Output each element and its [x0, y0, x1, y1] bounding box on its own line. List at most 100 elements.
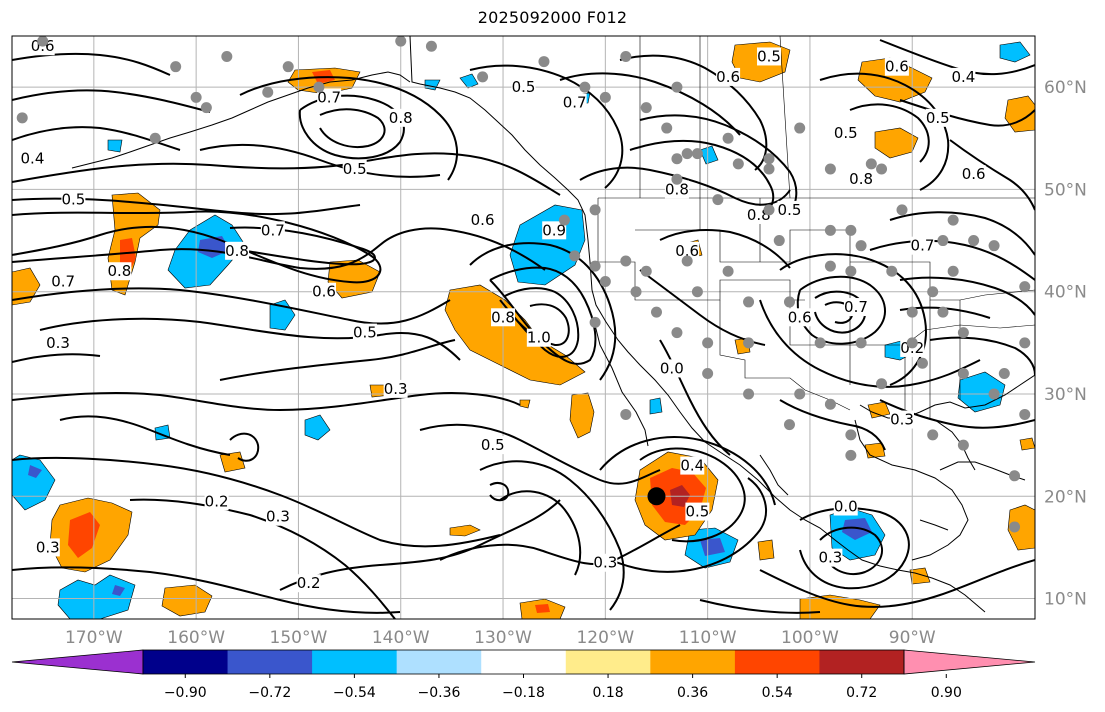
colorbar-label-6: 0.36: [677, 685, 708, 701]
station-point: [824, 163, 836, 175]
colorbar-segment-4: [396, 650, 482, 674]
station-point: [640, 265, 652, 277]
station-point: [37, 36, 49, 47]
contour-label-text: 0.4: [21, 150, 45, 168]
station-point: [865, 158, 877, 170]
station-point: [1009, 470, 1021, 482]
contour-label-text: 0.5: [757, 47, 781, 65]
contour-label-text: 0.6: [716, 68, 740, 86]
contour-label-text: 0.7: [317, 88, 341, 106]
contour-label-text: 0.7: [261, 221, 285, 239]
colorbar-segment-1: [143, 650, 229, 674]
contour-label-bg: [317, 88, 342, 107]
station-point: [916, 357, 928, 369]
station-point: [743, 296, 755, 308]
station-point: [589, 204, 601, 216]
contour-label-bg: [526, 328, 551, 347]
station-point: [855, 240, 867, 252]
contour-label-bg: [491, 308, 516, 327]
lon-tick-label-3: 140°W: [372, 628, 430, 648]
contour-label-45: 0.3: [265, 507, 290, 526]
station-point: [1019, 337, 1031, 349]
latitude-tick-labels: 60°N 50°N 40°N 30°N 20°N 10°N: [1044, 78, 1087, 609]
colorbar-segment-3: [312, 650, 398, 674]
station-point: [477, 71, 489, 83]
contour-label-bg: [659, 359, 684, 378]
station-point: [712, 194, 724, 206]
station-point: [824, 224, 836, 236]
station-point: [824, 398, 836, 410]
contour-label-46: 0.2: [296, 574, 321, 593]
contour-label-bg: [675, 241, 700, 260]
contour-label-text: 0.3: [266, 508, 290, 526]
station-point: [783, 419, 795, 431]
contour-label-text: 0.5: [512, 78, 536, 96]
station-point: [1019, 408, 1031, 420]
colorbar-segment-9: [819, 650, 905, 674]
coastlines: [71, 36, 1035, 613]
station-point: [579, 81, 591, 93]
contour-label-bg: [593, 553, 618, 572]
contour-label-35: 0.7: [843, 298, 868, 317]
contour-label-38: 0.5: [480, 436, 505, 455]
station-point: [783, 296, 795, 308]
contour-label-bg: [925, 108, 950, 127]
contour-label-text: 0.3: [593, 554, 617, 572]
contour-label-10: 0.3: [383, 379, 408, 398]
contour-label-text: 0.3: [818, 549, 842, 567]
contour-label-30: 0.9: [542, 221, 567, 240]
contour-label-text: 0.5: [343, 160, 367, 178]
contour-label-16: 0.7: [562, 93, 587, 112]
contour-label-3: 0.7: [51, 272, 76, 291]
station-point: [927, 286, 939, 298]
map-frame: [11, 35, 1036, 620]
contour-label-21: 0.6: [675, 241, 700, 260]
station-point: [650, 306, 662, 318]
station-point: [16, 112, 28, 124]
station-point: [937, 306, 949, 318]
station-point: [845, 449, 857, 461]
station-point: [957, 368, 969, 380]
contour-label-text: 0.6: [675, 242, 699, 260]
contour-label-text: 0.8: [665, 180, 689, 198]
contour-label-text: 0.8: [107, 262, 131, 280]
lon-tick-label-7: 100°W: [781, 628, 839, 648]
station-point: [262, 86, 274, 98]
station-point: [671, 173, 683, 185]
contour-label-bg: [296, 574, 321, 593]
station-point: [558, 214, 570, 226]
station-point: [845, 224, 857, 236]
contour-label-text: 0.5: [353, 324, 377, 342]
station-point: [743, 388, 755, 400]
colorbar-label-0: −0.90: [164, 685, 207, 701]
station-point: [661, 122, 673, 134]
contour-label-bg: [480, 436, 505, 455]
station-point: [794, 122, 806, 134]
contour-label-13: 0.5: [342, 159, 367, 178]
station-point: [927, 429, 939, 441]
station-point: [190, 91, 202, 103]
contour-label-bg: [51, 272, 76, 291]
contour-label-text: 0.3: [890, 411, 914, 429]
station-points: [16, 36, 1031, 533]
contour-label-text: 0.8: [225, 242, 249, 260]
contour-label-text: 0.7: [844, 298, 868, 316]
colorbar-extend-low: [11, 649, 144, 675]
contour-label-bg: [61, 190, 86, 209]
contour-label-5: 0.3: [46, 333, 71, 352]
contour-label-bg: [388, 108, 413, 127]
station-point: [599, 91, 611, 103]
contour-label-33: 0.0: [659, 359, 684, 378]
station-point: [671, 327, 683, 339]
station-point: [763, 163, 775, 175]
station-point: [671, 81, 683, 93]
contour-label-text: 0.8: [491, 308, 515, 326]
station-point: [640, 102, 652, 114]
station-point: [681, 148, 693, 160]
contour-label-bg: [910, 236, 935, 255]
contour-label-text: 0.5: [685, 503, 709, 521]
contour-label-23: 0.5: [833, 124, 858, 142]
contour-label-text: 0.6: [471, 211, 495, 229]
contour-label-bg: [470, 211, 495, 230]
